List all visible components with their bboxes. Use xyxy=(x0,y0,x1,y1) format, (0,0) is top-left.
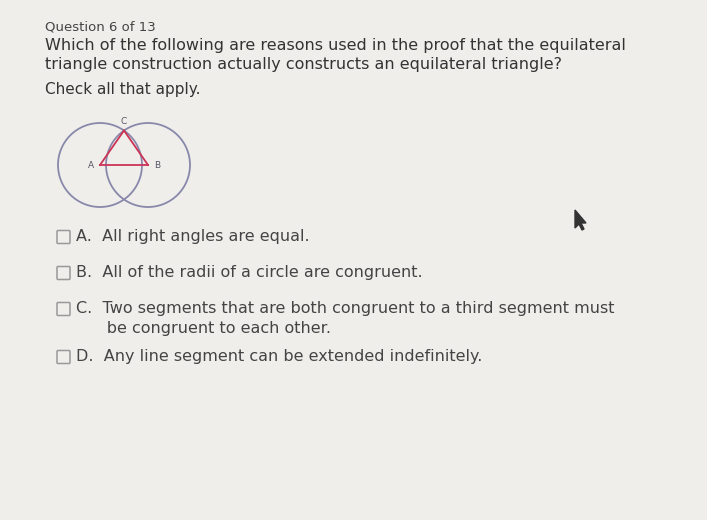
Text: A: A xyxy=(88,161,94,170)
Text: Question 6 of 13: Question 6 of 13 xyxy=(45,20,156,33)
Text: B: B xyxy=(154,161,160,170)
Text: C: C xyxy=(121,116,127,125)
Text: Which of the following are reasons used in the proof that the equilateral: Which of the following are reasons used … xyxy=(45,38,626,53)
Text: D.  Any line segment can be extended indefinitely.: D. Any line segment can be extended inde… xyxy=(76,349,482,365)
Text: B.  All of the radii of a circle are congruent.: B. All of the radii of a circle are cong… xyxy=(76,266,423,280)
Polygon shape xyxy=(575,210,586,230)
Text: A.  All right angles are equal.: A. All right angles are equal. xyxy=(76,229,310,244)
Text: C.  Two segments that are both congruent to a third segment must: C. Two segments that are both congruent … xyxy=(76,302,614,317)
Text: triangle construction actually constructs an equilateral triangle?: triangle construction actually construct… xyxy=(45,57,562,72)
Text: Check all that apply.: Check all that apply. xyxy=(45,82,201,97)
Text: be congruent to each other.: be congruent to each other. xyxy=(76,320,331,335)
